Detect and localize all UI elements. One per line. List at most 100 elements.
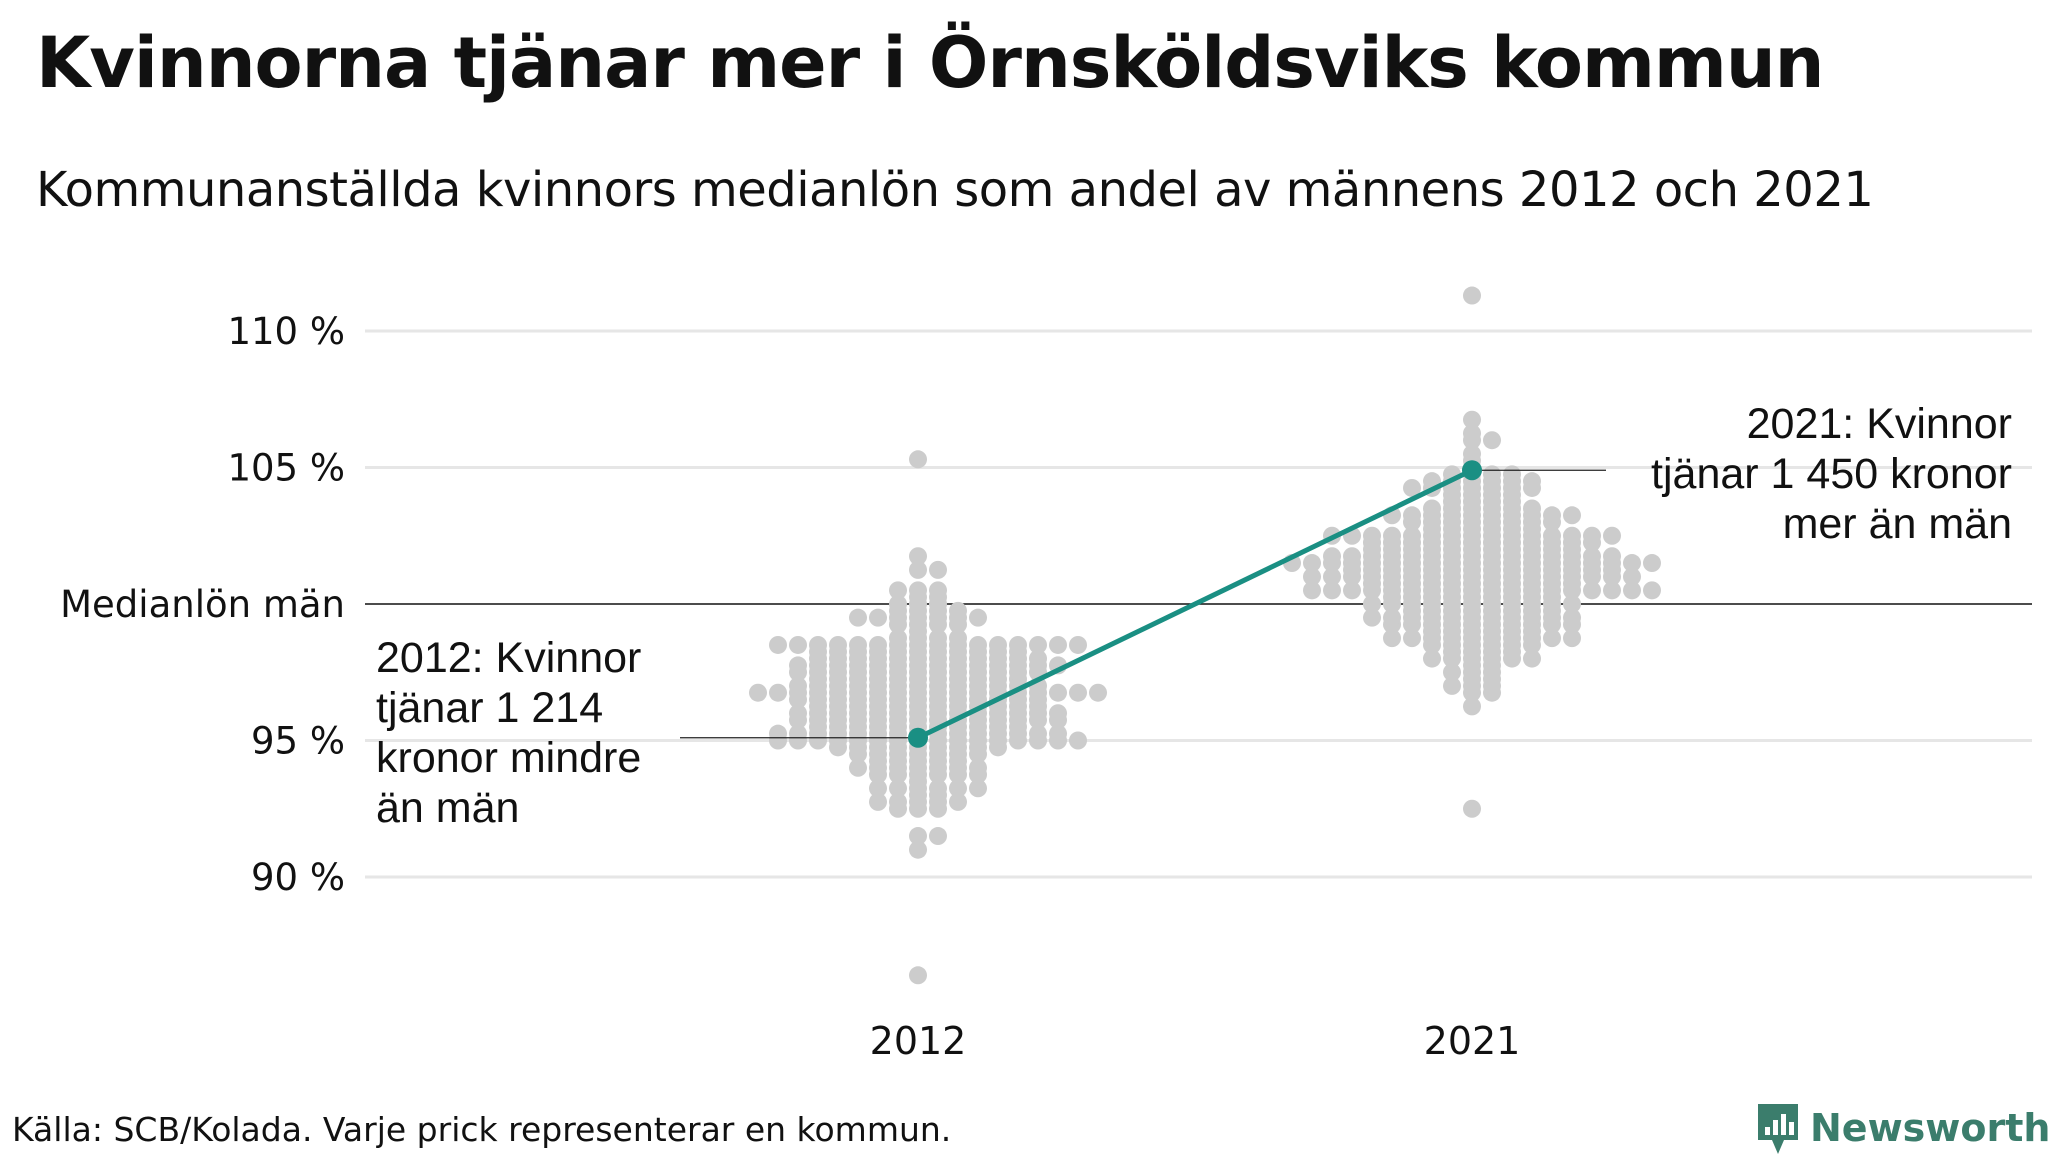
municipality-dot xyxy=(1443,533,1461,552)
municipality-dot xyxy=(1403,629,1421,648)
municipality-dot xyxy=(909,840,927,859)
municipality-dot xyxy=(969,765,987,784)
municipality-dot xyxy=(1503,547,1521,566)
municipality-dot xyxy=(909,827,927,846)
municipality-dot xyxy=(849,663,867,682)
municipality-dot xyxy=(929,765,947,784)
municipality-dot xyxy=(909,608,927,627)
municipality-dot xyxy=(1503,574,1521,593)
municipality-dot xyxy=(1423,533,1441,552)
municipality-dot xyxy=(1483,588,1501,607)
municipality-dot xyxy=(1523,574,1541,593)
x-tick-label: 2021 xyxy=(1424,1019,1521,1063)
municipality-dot xyxy=(1363,595,1381,613)
municipality-dot xyxy=(949,629,967,648)
municipality-dot xyxy=(1583,547,1601,566)
municipality-dot xyxy=(1089,683,1107,702)
y-tick-label: 90 % xyxy=(251,856,345,899)
municipality-dot xyxy=(909,799,927,818)
source-note: Källa: SCB/Kolada. Varje prick represent… xyxy=(12,1110,952,1149)
y-tick-label: 110 % xyxy=(227,310,345,353)
municipality-dot xyxy=(789,711,807,730)
municipality-dot xyxy=(929,799,947,818)
municipality-dot xyxy=(1383,608,1401,627)
municipality-dot xyxy=(1403,506,1421,525)
municipality-dot xyxy=(909,663,927,682)
municipality-dot xyxy=(1363,560,1381,579)
annotation-leaders xyxy=(680,469,1606,739)
municipality-dot xyxy=(1583,560,1601,579)
municipality-dot xyxy=(989,738,1007,757)
municipality-dot xyxy=(1543,506,1561,525)
municipality-dot xyxy=(949,642,967,661)
municipality-dot xyxy=(1643,581,1661,600)
municipality-dot xyxy=(1343,581,1361,600)
municipality-dot xyxy=(1463,410,1481,429)
y-tick-label: 95 % xyxy=(251,720,345,763)
municipality-dot xyxy=(1423,649,1441,668)
municipality-dot xyxy=(1443,663,1461,682)
municipality-dot xyxy=(1563,533,1581,552)
municipality-dot xyxy=(1463,799,1481,818)
municipality-dot xyxy=(1643,554,1661,573)
municipality-dot xyxy=(1069,731,1087,750)
municipality-dot xyxy=(1049,683,1067,702)
municipality-dot xyxy=(1463,286,1481,305)
municipality-dot xyxy=(1443,608,1461,627)
municipality-dot xyxy=(1049,711,1067,730)
annotation-2021: 2021: Kvinnor tjänar 1 450 kronor mer än m… xyxy=(1651,400,2012,548)
municipality-dot xyxy=(1323,567,1341,586)
municipality-dot xyxy=(909,690,927,709)
municipality-dot xyxy=(829,738,847,757)
municipality-dot xyxy=(1363,547,1381,566)
municipality-dot xyxy=(1523,499,1541,518)
municipality-dot xyxy=(1483,560,1501,579)
municipality-dot xyxy=(1563,547,1581,566)
municipality-dot xyxy=(1443,588,1461,607)
brand-name: Newsworthy xyxy=(1810,1106,2048,1150)
municipality-dot xyxy=(1303,554,1321,573)
municipality-dot xyxy=(1483,608,1501,627)
municipality-dot xyxy=(1343,560,1361,579)
municipality-dot xyxy=(889,663,907,682)
municipality-dot xyxy=(1463,663,1481,682)
municipality-dot xyxy=(929,560,947,579)
municipality-dot xyxy=(849,608,867,627)
municipality-dot xyxy=(1483,533,1501,552)
municipality-dot xyxy=(1403,533,1421,552)
municipality-dot xyxy=(1543,533,1561,552)
municipality-dot xyxy=(1423,499,1441,518)
annotation-2012: 2012: Kvinnor tjänar 1 214 kronor mindre än… xyxy=(376,634,641,832)
municipality-dot xyxy=(1603,526,1621,545)
chart-subtitle: Kommunanställda kvinnors medianlön som a… xyxy=(36,162,1874,218)
municipality-dot xyxy=(929,642,947,661)
municipality-dot xyxy=(1503,472,1521,491)
municipality-dot xyxy=(829,642,847,661)
x-axis-ticks: 2012 2021 xyxy=(870,1019,1521,1063)
municipality-dot xyxy=(909,642,927,661)
municipality-dot xyxy=(1503,642,1521,661)
municipality-dot xyxy=(929,738,947,757)
municipality-dot xyxy=(969,717,987,736)
municipality-dot xyxy=(929,608,947,627)
municipality-dot xyxy=(1563,560,1581,579)
municipality-dot xyxy=(1603,560,1621,579)
y-axis-ticks: 90 % 95 % Medianlön män 105 % 110 % xyxy=(60,310,345,899)
municipality-dot xyxy=(1543,608,1561,627)
municipality-dot xyxy=(869,765,887,784)
municipality-dot xyxy=(1009,642,1027,661)
annotations: 2012: Kvinnor tjänar 1 214 kronor mindre än… xyxy=(376,400,2012,832)
municipality-dot xyxy=(1523,472,1541,491)
municipality-dot xyxy=(789,663,807,682)
municipality-dot xyxy=(929,779,947,798)
highlight-line xyxy=(916,467,1474,741)
municipality-dot xyxy=(889,717,907,736)
municipality-dot xyxy=(889,751,907,770)
municipality-dot xyxy=(1383,533,1401,552)
municipality-dot xyxy=(1603,547,1621,566)
municipality-dot xyxy=(1443,560,1461,579)
municipality-dot xyxy=(969,642,987,661)
municipality-dot xyxy=(1069,683,1087,702)
municipality-dot xyxy=(969,779,987,798)
municipality-dot xyxy=(1483,642,1501,661)
